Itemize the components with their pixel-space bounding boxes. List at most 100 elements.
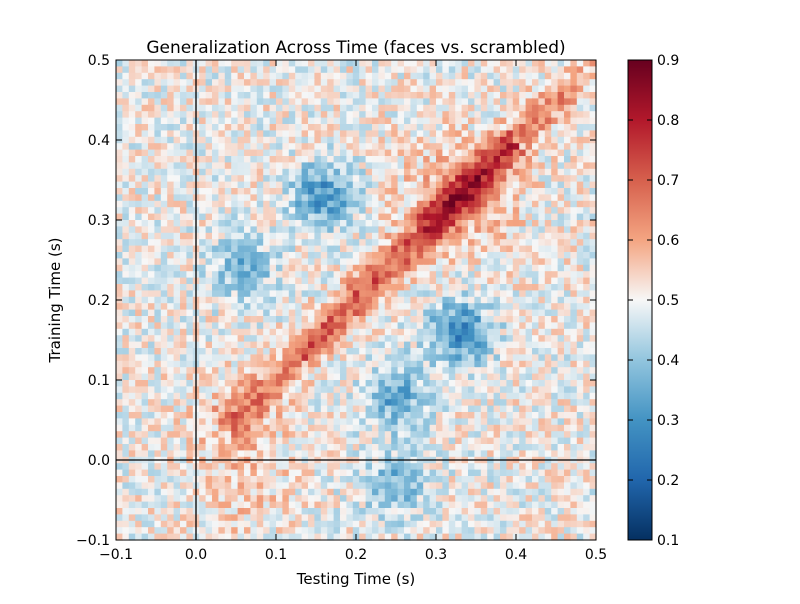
- heatmap-cell: [224, 200, 232, 208]
- heatmap-cell: [173, 194, 181, 202]
- heatmap-cell: [148, 92, 155, 99]
- heatmap-cell: [564, 399, 571, 407]
- heatmap-cell: [436, 143, 443, 151]
- heatmap-cell: [295, 104, 303, 112]
- heatmap-cell: [180, 444, 187, 451]
- heatmap-cell: [237, 194, 245, 202]
- heatmap-cell: [391, 245, 399, 253]
- heatmap-cell: [256, 79, 264, 87]
- heatmap-cell: [346, 220, 354, 227]
- heatmap-cell: [346, 277, 354, 285]
- heatmap-cell: [346, 175, 354, 183]
- heatmap-cell: [493, 316, 501, 323]
- heatmap-cell: [506, 296, 514, 304]
- heatmap-cell: [231, 111, 239, 119]
- heatmap-cell: [352, 386, 360, 394]
- heatmap-cell: [448, 335, 456, 343]
- heatmap-cell: [205, 149, 213, 157]
- heatmap-cell: [224, 207, 232, 215]
- heatmap-cell: [442, 348, 450, 355]
- heatmap-cell: [480, 476, 488, 483]
- heatmap-cell: [320, 316, 328, 323]
- heatmap-cell: [404, 111, 411, 119]
- heatmap-cell: [519, 418, 527, 426]
- heatmap-cell: [461, 143, 469, 151]
- heatmap-cell: [525, 98, 533, 106]
- heatmap-cell: [423, 130, 431, 138]
- heatmap-cell: [250, 72, 258, 80]
- heatmap-cell: [148, 156, 155, 163]
- heatmap-cell: [448, 117, 456, 125]
- heatmap-cell: [148, 98, 155, 106]
- heatmap-cell: [551, 303, 559, 311]
- heatmap-cell: [269, 341, 277, 349]
- heatmap-cell: [468, 373, 475, 381]
- heatmap-cell: [378, 92, 386, 99]
- heatmap-cell: [148, 232, 155, 240]
- heatmap-cell: [167, 418, 175, 426]
- heatmap-cell: [154, 418, 162, 426]
- heatmap-cell: [180, 328, 187, 336]
- heatmap-cell: [429, 380, 437, 387]
- heatmap-cell: [218, 168, 226, 176]
- heatmap-cell: [224, 117, 232, 125]
- heatmap-cell: [218, 104, 226, 112]
- heatmap-cell: [218, 386, 226, 394]
- heatmap-cell: [250, 124, 258, 131]
- heatmap-cell: [167, 424, 175, 432]
- heatmap-cell: [410, 476, 418, 483]
- heatmap-cell: [250, 92, 258, 99]
- heatmap-cell: [122, 66, 130, 74]
- heatmap-cell: [416, 66, 424, 74]
- heatmap-cell: [384, 136, 392, 144]
- heatmap-cell: [429, 156, 437, 163]
- heatmap-cell: [583, 194, 591, 202]
- heatmap-cell: [160, 66, 168, 74]
- heatmap-cell: [180, 463, 187, 471]
- heatmap-cell: [218, 437, 226, 445]
- heatmap-cell: [256, 354, 264, 362]
- heatmap-cell: [359, 130, 367, 138]
- heatmap-cell: [173, 284, 181, 291]
- heatmap-cell: [474, 92, 482, 99]
- heatmap-cell: [532, 316, 539, 323]
- heatmap-cell: [346, 450, 354, 458]
- heatmap-cell: [269, 354, 277, 362]
- heatmap-cell: [224, 284, 232, 291]
- heatmap-cell: [141, 360, 149, 368]
- heatmap-cell: [167, 469, 175, 477]
- heatmap-cell: [340, 175, 347, 183]
- heatmap-cell: [506, 60, 514, 67]
- heatmap-cell: [583, 437, 591, 445]
- heatmap-cell: [468, 220, 475, 227]
- heatmap-cell: [256, 386, 264, 394]
- heatmap-cell: [583, 85, 591, 93]
- heatmap-cell: [410, 136, 418, 144]
- heatmap-cell: [288, 316, 296, 323]
- heatmap-cell: [263, 79, 271, 87]
- heatmap-cell: [218, 220, 226, 227]
- heatmap-cell: [135, 476, 143, 483]
- heatmap-cell: [410, 341, 418, 349]
- heatmap-cell: [576, 322, 584, 330]
- heatmap-cell: [180, 290, 187, 298]
- heatmap-cell: [276, 309, 283, 317]
- heatmap-cell: [487, 469, 495, 477]
- heatmap-cell: [308, 194, 315, 202]
- heatmap-cell: [231, 424, 239, 432]
- heatmap-cell: [320, 444, 328, 451]
- heatmap-cell: [199, 124, 207, 131]
- heatmap-cell: [276, 194, 283, 202]
- heatmap-cell: [244, 252, 251, 259]
- heatmap-cell: [570, 271, 578, 279]
- heatmap-cell: [314, 412, 322, 419]
- heatmap-cell: [340, 322, 347, 330]
- heatmap-cell: [167, 277, 175, 285]
- heatmap-cell: [333, 424, 341, 432]
- heatmap-cell: [365, 482, 373, 490]
- heatmap-cell: [205, 181, 213, 189]
- heatmap-cell: [564, 405, 571, 413]
- heatmap-cell: [231, 354, 239, 362]
- heatmap-cell: [282, 98, 290, 106]
- heatmap-cell: [410, 239, 418, 247]
